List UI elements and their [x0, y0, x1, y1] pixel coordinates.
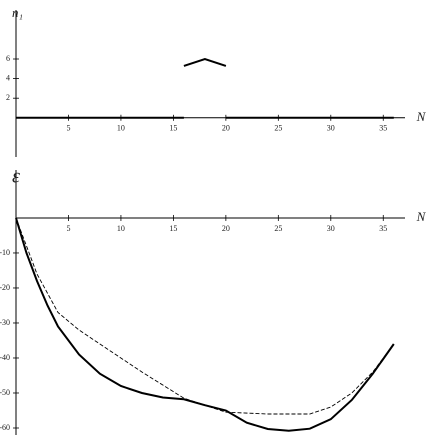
line-series: [16, 57, 394, 119]
y-tick-label: -10: [0, 248, 10, 257]
x-axis-label: N: [416, 209, 427, 224]
x-tick-label: 15: [169, 224, 177, 233]
x-tick-label: 25: [274, 124, 282, 133]
x-axis-label: N: [416, 109, 427, 124]
y-tick-label: 2: [6, 93, 10, 102]
x-tick-label: 10: [117, 224, 125, 233]
x-tick-label: 35: [379, 124, 387, 133]
line-series: [15, 217, 395, 415]
x-tick-label: 20: [222, 224, 230, 233]
x-tick-label: 25: [274, 224, 282, 233]
x-tick-label: 20: [222, 124, 230, 133]
y-tick-label: -50: [0, 388, 10, 397]
x-tick-label: 5: [66, 224, 70, 233]
line-series: [15, 217, 395, 432]
y-axis-label: ε: [12, 166, 20, 188]
y-tick-label: -30: [0, 318, 10, 327]
x-tick-label: 30: [327, 224, 335, 233]
y-tick-label: 4: [6, 73, 10, 82]
x-tick-label: 5: [66, 124, 70, 133]
y-axis-label: n₁: [12, 5, 23, 20]
x-tick-label: 10: [117, 124, 125, 133]
x-tick-label: 15: [169, 124, 177, 133]
x-tick-label: 30: [327, 124, 335, 133]
x-tick-label: 35: [379, 224, 387, 233]
y-tick-label: 6: [6, 54, 10, 63]
y-tick-label: -60: [0, 423, 10, 432]
y-tick-label: -40: [0, 353, 10, 362]
y-tick-label: -20: [0, 283, 10, 292]
